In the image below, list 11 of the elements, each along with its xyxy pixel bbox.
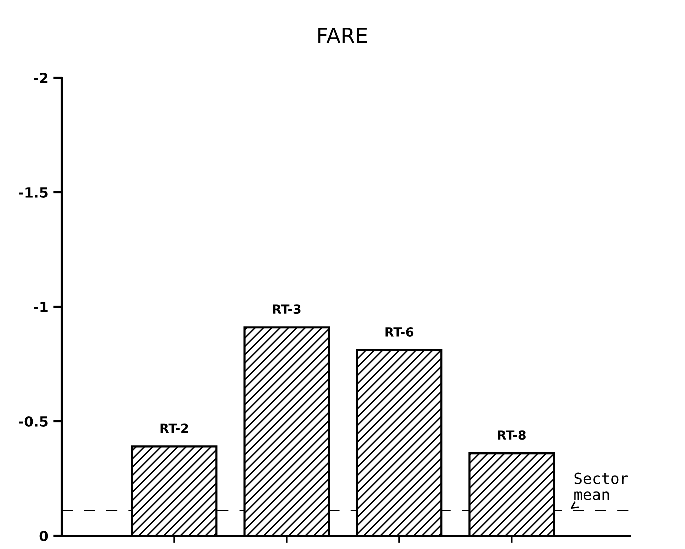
y-tick-label: -2 [34, 72, 48, 84]
x-tick-label: RT-8 [498, 430, 526, 440]
y-tick-label: -0.5 [19, 416, 48, 427]
chart-title: FARE [318, 28, 368, 44]
x-tick-label: RT-6 [386, 328, 414, 337]
x-tick-label: RT-3 [273, 304, 301, 314]
ref-line-label: Sector mean [574, 472, 628, 500]
y-tick-label: -1 [34, 302, 48, 312]
x-tick-label: RT-2 [160, 424, 188, 433]
y-tick-label: -1.5 [19, 188, 48, 198]
y-tick-label: 0 [40, 530, 48, 542]
